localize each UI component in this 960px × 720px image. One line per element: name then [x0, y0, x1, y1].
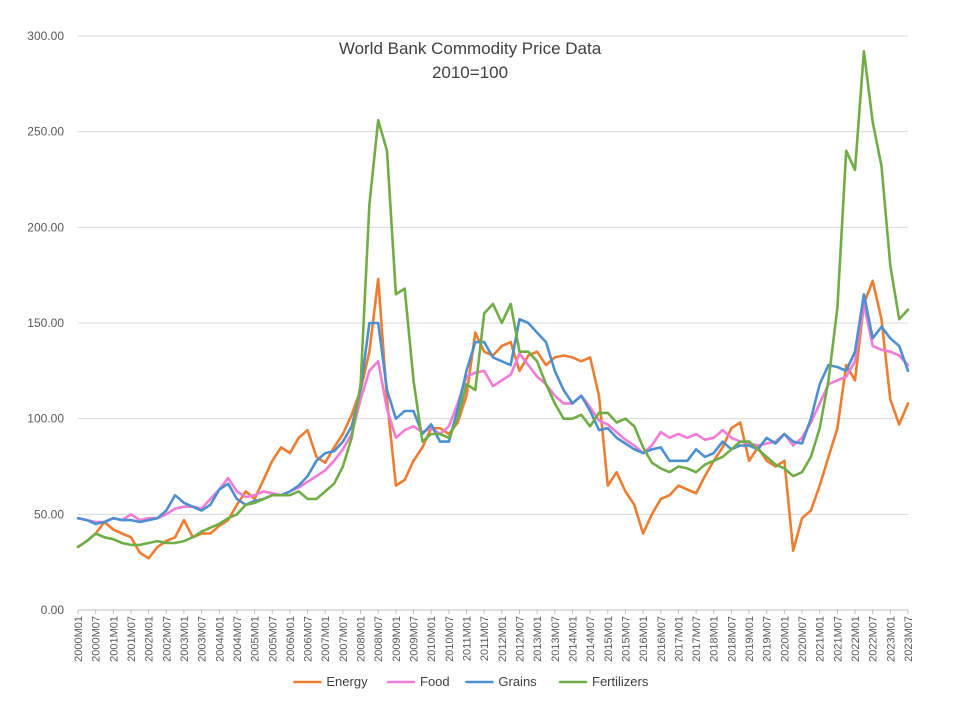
y-tick-label: 100.00: [27, 412, 64, 426]
x-tick-label: 2011M07: [479, 616, 491, 661]
x-tick-label: 2013M01: [532, 616, 544, 662]
x-tick-label: 2008M01: [356, 616, 368, 662]
x-tick-label: 2022M01: [850, 616, 862, 662]
x-tick-label: 2009M01: [391, 616, 403, 662]
y-tick-label: 50.00: [34, 507, 64, 521]
x-tick-label: 2017M07: [691, 616, 703, 662]
x-tick-label: 2020M07: [797, 616, 809, 662]
x-tick-label: 2021M07: [832, 616, 844, 662]
x-tick-label: 2015M01: [603, 616, 615, 662]
x-tick-label: 2002M01: [144, 616, 156, 662]
x-tick-label: 2010M01: [426, 616, 438, 662]
x-tick-label: 2014M01: [567, 616, 579, 662]
x-tick-label: 2011M01: [462, 616, 474, 661]
chart-title: World Bank Commodity Price Data: [339, 39, 602, 58]
x-tick-label: 2005M07: [267, 616, 279, 662]
x-tick-label: 2006M07: [303, 616, 315, 662]
legend-label-energy: Energy: [326, 674, 368, 689]
x-tick-label: 2018M07: [726, 616, 738, 662]
x-tick-label: 2020M01: [779, 616, 791, 662]
x-tick-label: 2000M07: [91, 616, 103, 662]
x-tick-label: 2009M07: [409, 616, 421, 662]
legend-label-fertilizers: Fertilizers: [592, 674, 649, 689]
x-tick-label: 2012M07: [514, 616, 526, 662]
y-axis-tick-labels: 0.00 50.00 100.00 150.00 200.00 250.00 300.00: [27, 29, 64, 617]
x-tick-label: 2017M01: [673, 616, 685, 662]
x-tick-label: 2014M07: [585, 616, 597, 662]
x-tick-label: 2001M07: [126, 616, 138, 662]
series-lines: [76, 50, 910, 560]
x-tick-label: 2007M07: [338, 616, 350, 662]
x-tick-label: 2012M01: [497, 616, 509, 662]
x-tick-label: 2008M07: [373, 616, 385, 662]
legend-label-grains: Grains: [498, 674, 537, 689]
y-tick-label: 150.00: [27, 316, 64, 330]
y-tick-label: 0.00: [41, 603, 65, 617]
series-line-grains: [76, 293, 910, 526]
x-tick-label: 2016M07: [656, 616, 668, 662]
x-tick-label: 2000M01: [73, 616, 85, 662]
y-tick-label: 200.00: [27, 220, 64, 234]
x-tick-label: 2010M07: [444, 616, 456, 662]
x-axis-tick-labels: 2000M01 2000M07 2001M01 2001M07 2002M01 2002M…: [73, 610, 915, 662]
chart-subtitle: 2010=100: [432, 63, 508, 82]
series-line-fertilizers: [76, 50, 910, 549]
x-tick-label: 2018M01: [709, 616, 721, 662]
y-tick-label: 300.00: [27, 29, 64, 43]
x-tick-label: 2004M07: [232, 616, 244, 662]
x-tick-label: 2021M01: [815, 616, 827, 662]
x-tick-label: 2023M01: [885, 616, 897, 662]
x-tick-label: 2022M07: [868, 616, 880, 662]
x-tick-label: 2016M01: [638, 616, 650, 662]
legend: Energy Food Grains Fertilizers: [293, 674, 649, 689]
x-tick-label: 2005M01: [250, 616, 262, 662]
x-tick-label: 2013M07: [550, 616, 562, 662]
y-tick-label: 250.00: [27, 125, 64, 139]
x-tick-label: 2003M07: [197, 616, 209, 662]
x-tick-label: 2007M01: [320, 616, 332, 662]
x-tick-label: 2003M01: [179, 616, 191, 662]
x-tick-label: 2019M07: [762, 616, 774, 662]
x-tick-label: 2019M01: [744, 616, 756, 662]
x-tick-label: 2002M07: [161, 616, 173, 662]
x-tick-label: 2015M07: [620, 616, 632, 662]
x-tick-label: 2004M01: [214, 616, 226, 662]
gridlines: [78, 35, 908, 611]
x-tick-label: 2023M07: [903, 616, 915, 662]
x-tick-label: 2006M01: [285, 616, 297, 662]
x-tick-label: 2001M01: [108, 616, 120, 662]
legend-label-food: Food: [420, 674, 450, 689]
